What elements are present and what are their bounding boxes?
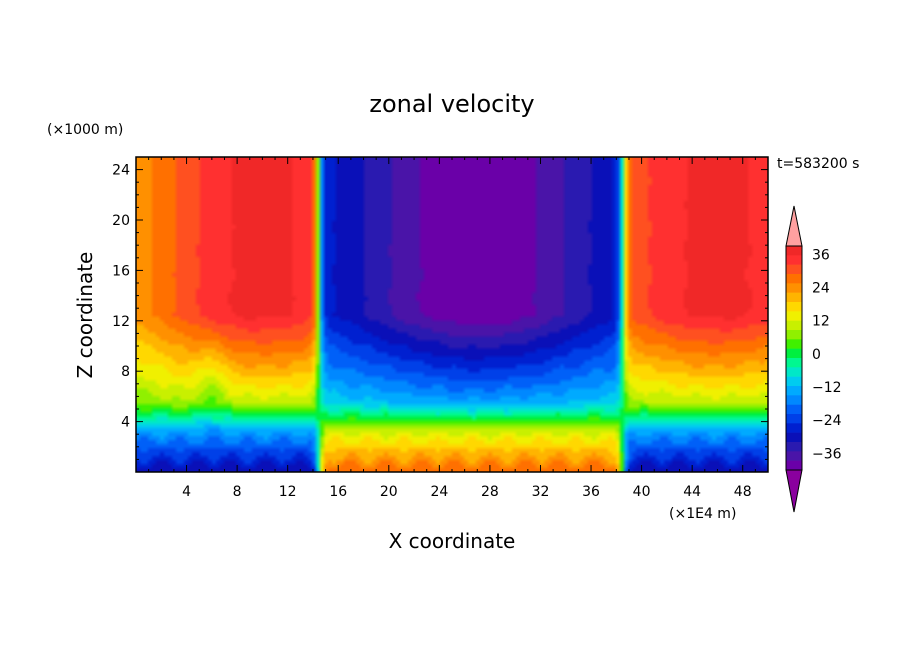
chart-title: zonal velocity [369,90,534,118]
x-axis-label: X coordinate [389,529,516,553]
x-tick-label: 48 [734,484,752,500]
y-tick-label: 8 [121,364,130,380]
x-tick-label: 8 [233,484,242,500]
colorbar-swatch [786,320,802,331]
colorbar-tick-label: −36 [812,446,842,462]
colorbar-swatch [786,376,802,387]
colorbar-swatch [786,442,802,452]
x-tick-label: 28 [481,484,499,500]
colorbar-swatch [786,451,802,461]
colorbar-swatch [786,311,802,321]
y-axis-ticks: 4 8 12 16 20 24 [112,163,768,460]
colorbar-swatch [786,460,802,471]
x-unit-label: (×1E4 m) [669,506,736,522]
y-tick-label: 12 [112,314,130,330]
y-tick-label: 16 [112,263,130,279]
x-axis-ticks: 4 8 12 16 20 24 28 32 36 40 44 48 [148,157,756,500]
x-tick-label: 12 [279,484,297,500]
x-tick-label: 4 [182,484,191,500]
colorbar-swatch [786,432,802,443]
x-tick-label: 16 [329,484,347,500]
y-tick-label: 20 [112,213,130,229]
time-label: t=583200 s [777,156,859,172]
colorbar-swatch [786,292,802,303]
colorbar-tick-label: −24 [812,413,842,429]
colorbar-tick-label: 36 [812,247,830,263]
colorbar-swatch [786,246,802,256]
colorbar-swatch [786,367,802,377]
colorbar-bottom-arrow [785,469,803,513]
colorbar-top-arrow [785,205,803,247]
y-tick-label: 24 [112,163,130,179]
y-unit-label: (×1000 m) [47,122,123,138]
x-tick-label: 36 [582,484,600,500]
x-tick-label: 20 [380,484,398,500]
colorbar-swatch [786,264,802,275]
x-tick-label: 44 [683,484,701,500]
colorbar-swatch [786,339,802,349]
colorbar-swatch [786,302,802,312]
colorbar-tick-label: 12 [812,314,830,330]
x-tick-label: 40 [633,484,651,500]
colorbar-swatch [786,423,802,433]
colorbar-swatch [786,404,802,415]
colorbar-tick-label: −12 [812,380,842,396]
colorbar-swatch [786,386,802,396]
y-axis-label: Z coordinate [73,252,97,379]
colorbar-swatch [786,414,802,424]
colorbar-swatch [786,283,802,293]
colorbar-swatch [786,358,802,368]
colorbar-swatch [786,274,802,284]
colorbar-swatch [786,395,802,405]
colorbar-tick-label: 0 [812,347,821,363]
colorbar-swatch [786,255,802,265]
colorbar-swatch [786,348,802,359]
y-tick-label: 4 [121,415,130,431]
colorbar-swatch [786,330,802,340]
x-tick-label: 24 [430,484,448,500]
x-tick-label: 32 [532,484,550,500]
colorbar-tick-label: 24 [812,280,830,296]
colorbar: 36 24 12 0 −12 −24 −36 [785,205,842,513]
velocity-field [136,157,768,472]
